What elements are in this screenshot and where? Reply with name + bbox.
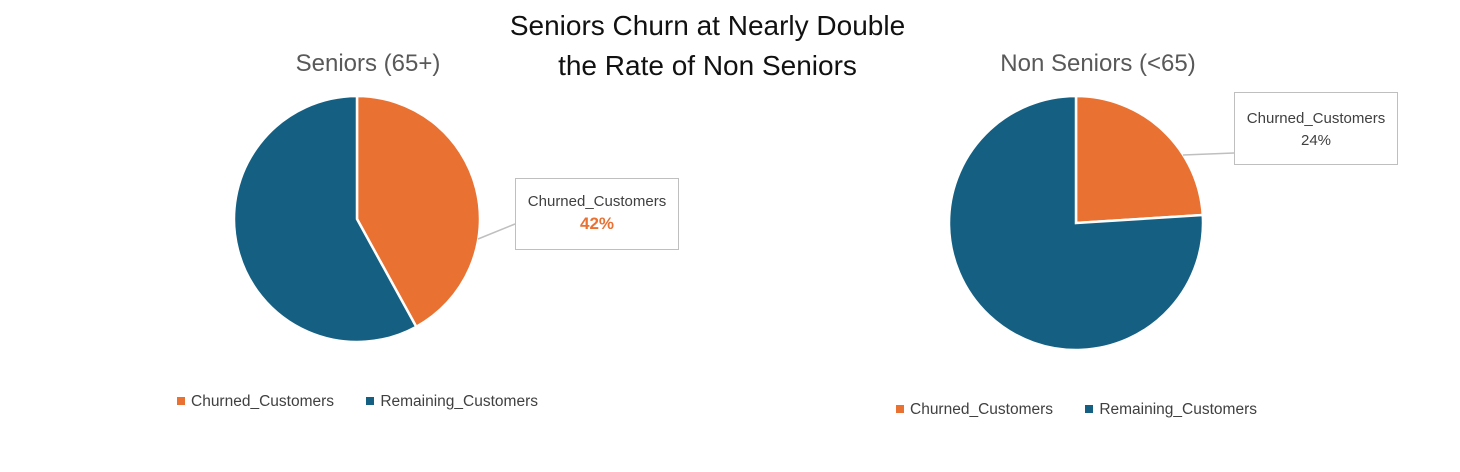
seniors-label-leader-line xyxy=(477,223,516,240)
legend-item-remaining: Remaining_Customers xyxy=(1085,401,1257,419)
seniors-legend: Churned_Customers Remaining_Customers xyxy=(177,393,566,411)
seniors-churned-label-category: Churned_Customers xyxy=(527,193,667,210)
seniors-chart-title: Seniors (65+) xyxy=(295,50,441,77)
non-seniors-slice-remaining-customers xyxy=(947,94,1205,352)
non-seniors-churned-label-category: Churned_Customers xyxy=(1246,110,1386,127)
seniors-pie xyxy=(232,94,482,344)
non-seniors-legend: Churned_Customers Remaining_Customers xyxy=(896,401,1285,419)
main-chart-title: Seniors Churn at Nearly Double the Rate … xyxy=(490,6,925,86)
legend-label-churned: Churned_Customers xyxy=(191,393,335,410)
legend-item-churned: Churned_Customers xyxy=(896,401,1053,419)
legend-swatch-remaining xyxy=(366,397,375,405)
seniors-slice-churned-customers xyxy=(355,94,482,329)
legend-swatch-churned xyxy=(177,397,185,405)
non-seniors-chart-title: Non Seniors (<65) xyxy=(1000,50,1196,77)
legend-swatch-churned xyxy=(896,405,904,413)
non-seniors-pie xyxy=(947,94,1205,352)
legend-label-remaining: Remaining_Customers xyxy=(1099,401,1257,418)
legend-swatch-remaining xyxy=(1085,405,1094,413)
non-seniors-churned-data-label: Churned_Customers 24% xyxy=(1234,92,1398,165)
non-seniors-churned-label-value: 24% xyxy=(1300,132,1332,149)
seniors-churned-data-label: Churned_Customers 42% xyxy=(515,178,679,250)
seniors-slice-remaining-customers xyxy=(232,94,418,344)
non-seniors-label-leader-line xyxy=(1182,152,1235,156)
non-seniors-slice-churned-customers xyxy=(1074,94,1205,225)
seniors-churned-label-value: 42% xyxy=(579,214,615,233)
legend-label-remaining: Remaining_Customers xyxy=(380,393,538,410)
legend-item-remaining: Remaining_Customers xyxy=(366,393,538,411)
legend-label-churned: Churned_Customers xyxy=(910,401,1054,418)
main-title-line-1: Seniors Churn at Nearly Double xyxy=(509,10,906,41)
legend-item-churned: Churned_Customers xyxy=(177,393,334,411)
main-title-line-2: the Rate of Non Seniors xyxy=(558,50,857,81)
